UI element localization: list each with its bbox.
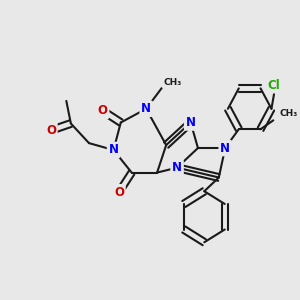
Text: CH₃: CH₃ [280, 109, 298, 118]
Text: O: O [98, 104, 108, 117]
Text: O: O [114, 186, 124, 199]
Text: O: O [46, 124, 56, 137]
Text: N: N [172, 161, 182, 174]
Text: Cl: Cl [268, 79, 280, 92]
Text: CH₃: CH₃ [164, 78, 182, 87]
Text: N: N [141, 102, 151, 115]
Text: N: N [220, 142, 230, 154]
Text: N: N [109, 143, 118, 157]
Text: N: N [186, 116, 196, 129]
